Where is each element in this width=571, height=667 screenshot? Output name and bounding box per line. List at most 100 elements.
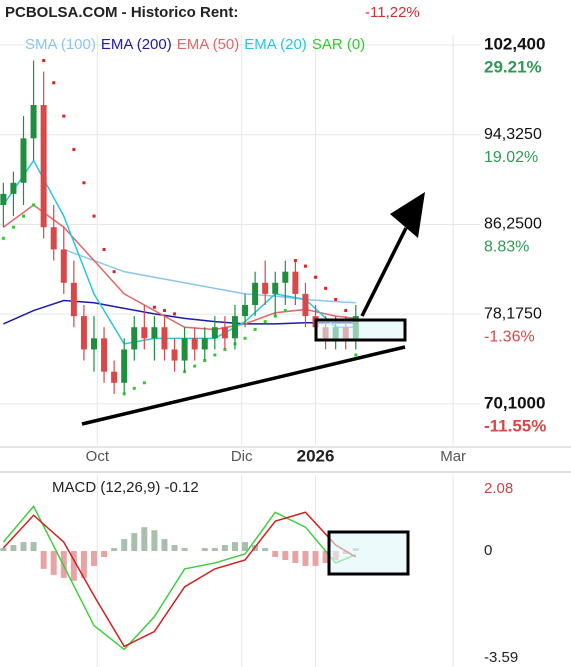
histogram-bar	[262, 548, 269, 552]
sar-dot	[32, 203, 36, 207]
sar-dot	[21, 214, 25, 218]
candle-body	[60, 249, 67, 283]
candle-body	[211, 327, 218, 339]
histogram-bar	[0, 548, 7, 552]
y2-tick-label: 19.02%	[484, 149, 538, 166]
candle-body	[0, 193, 7, 205]
histogram-bar	[10, 545, 17, 552]
histogram-bar	[171, 545, 178, 552]
sar-dot	[213, 353, 217, 357]
y-tick-label: 102,400	[484, 34, 545, 53]
indicator-line	[2, 504, 357, 651]
sar-dot	[314, 275, 318, 279]
y2-tick-label: 29.21%	[484, 58, 542, 77]
sar-dot	[72, 147, 76, 151]
candle-body	[30, 105, 37, 139]
candle-body	[90, 338, 97, 350]
arrow-head	[390, 192, 425, 238]
histogram-bar	[30, 542, 37, 552]
histogram-bar	[80, 551, 87, 578]
histogram-bar	[272, 551, 279, 557]
header-title: PCBOLSA.COM - Historico Rent:	[5, 4, 238, 21]
histogram-bar	[211, 548, 218, 552]
x-tick-label: Oct	[86, 448, 110, 465]
arrow-shaft	[360, 227, 408, 317]
y2-tick-label: 8.83%	[484, 239, 529, 256]
candle-body	[80, 316, 87, 350]
histogram-bar	[292, 551, 299, 563]
candle-body	[221, 327, 228, 339]
y-tick-label: 2.08	[484, 480, 513, 497]
sar-dot	[82, 181, 86, 185]
y-tick-label: 0	[484, 542, 492, 559]
indicator-line	[63, 248, 356, 304]
histogram-bar	[282, 551, 289, 560]
candle-body	[10, 182, 17, 194]
sar-dot	[354, 353, 358, 357]
histogram-bar	[20, 542, 27, 552]
legend-entry: SMA (100)	[25, 36, 96, 53]
histogram-bar	[90, 551, 97, 566]
header-value: -11,22%	[365, 4, 420, 21]
candle-body	[121, 349, 128, 383]
histogram-bar	[221, 545, 228, 552]
sar-dot	[193, 364, 197, 368]
candle-body	[141, 327, 148, 339]
y2-tick-label: -11.55%	[484, 416, 546, 435]
sar-dot	[92, 214, 96, 218]
sar-dot	[152, 305, 156, 309]
highlight-box	[327, 530, 410, 576]
highlight-box	[314, 318, 407, 342]
candle-body	[231, 316, 238, 339]
sar-dot	[303, 264, 307, 268]
sar-dot	[324, 286, 328, 290]
candle-body	[292, 271, 299, 294]
trend-line	[81, 345, 406, 426]
candle-body	[191, 338, 198, 350]
y-tick-label: 70,1000	[484, 393, 545, 412]
sar-dot	[283, 309, 287, 313]
sar-dot	[62, 114, 66, 118]
legend-entry: EMA (50)	[177, 36, 240, 53]
x-tick-label: Dic	[231, 448, 253, 465]
candle-body	[171, 349, 178, 361]
candle-body	[70, 282, 77, 317]
indicator-line	[2, 511, 357, 648]
candle-body	[272, 282, 279, 294]
legend-entry: SAR (0)	[312, 36, 365, 53]
legend-entry: EMA (200)	[101, 36, 172, 53]
histogram-bar	[302, 551, 309, 566]
candle-body	[40, 105, 47, 228]
histogram-bar	[121, 539, 128, 552]
histogram-bar	[50, 551, 57, 575]
sar-dot	[142, 381, 146, 385]
sar-dot	[344, 309, 348, 313]
histogram-bar	[181, 548, 188, 552]
histogram-bar	[151, 530, 158, 552]
histogram-bar	[40, 551, 47, 569]
candle-body	[181, 338, 188, 361]
sar-dot	[334, 297, 338, 301]
sar-dot	[11, 225, 15, 229]
sar-dot	[162, 309, 166, 313]
candle-body	[262, 282, 269, 294]
sar-dot	[243, 336, 247, 340]
candle-body	[252, 282, 259, 305]
histogram-bar	[231, 542, 238, 552]
macd-title: MACD (12,26,9) -0.12	[52, 479, 199, 496]
sar-dot	[173, 312, 177, 316]
histogram-bar	[141, 527, 148, 552]
candle-body	[50, 227, 57, 250]
candle-body	[151, 327, 158, 339]
y-tick-label: -3.59	[484, 649, 518, 666]
histogram-bar	[131, 533, 138, 552]
legend-entry: EMA (20)	[244, 36, 307, 53]
annotations	[81, 192, 425, 576]
candle-body	[242, 305, 249, 317]
candle-body	[131, 327, 138, 350]
histogram-bar	[101, 551, 108, 557]
sar-dot	[1, 236, 5, 240]
y2-tick-label: -1.36%	[484, 328, 535, 345]
y-tick-label: 86,2500	[484, 216, 542, 233]
